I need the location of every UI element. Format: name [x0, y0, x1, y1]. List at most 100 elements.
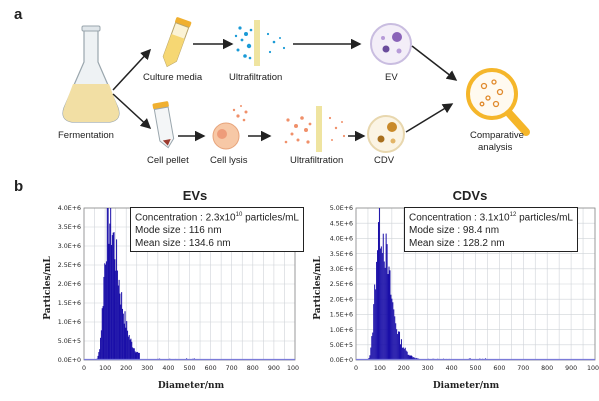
histogram-bar [117, 285, 119, 360]
histogram-bar [138, 352, 140, 360]
y-tick-label: 0.0E+0 [58, 357, 81, 364]
comparative-label-line2: analysis [478, 142, 513, 153]
histogram-bar [376, 261, 378, 360]
concentration-exponent: 10 [235, 212, 243, 218]
histogram-bar [116, 270, 118, 360]
histogram-bar [97, 355, 99, 360]
y-tick-label: 1.0E+6 [58, 319, 81, 326]
x-tick-label: 200 [120, 365, 132, 372]
histogram-bar [121, 292, 123, 360]
ultrafiltration-bottom-label: Ultrafiltration [290, 155, 344, 166]
histogram-bar [132, 347, 134, 360]
y-tick-label: 1.5E+6 [58, 300, 81, 307]
histogram-bar [114, 259, 116, 360]
histogram-bar [105, 264, 107, 360]
histogram-bar [407, 354, 409, 360]
histogram-bar [385, 233, 387, 360]
tube-icon [162, 17, 192, 68]
filter-icon [284, 106, 346, 152]
histogram-bar [408, 354, 410, 360]
flask-icon [62, 25, 120, 123]
mode-size-text: Mode size : 98.4 nm [409, 225, 500, 237]
histogram-bar [388, 266, 390, 360]
histogram-bar [121, 308, 123, 360]
histogram-bar [135, 352, 137, 360]
histogram-bar [403, 348, 405, 360]
x-axis-label-cdvs: Diameter/nm [432, 381, 500, 391]
histogram-bar [409, 355, 411, 360]
histogram-bar [396, 329, 398, 360]
histogram-bar [136, 351, 138, 360]
histogram-bar [375, 289, 377, 360]
histogram-bar [371, 336, 373, 360]
concentration-unit: particles/mL [242, 212, 299, 224]
histogram-bar [397, 334, 399, 360]
histogram-bar [98, 352, 100, 360]
histogram-bar [377, 250, 379, 360]
ultrafiltration-top-label: Ultrafiltration [229, 72, 283, 83]
histogram-bar [398, 331, 400, 360]
histogram-bar [411, 355, 413, 360]
x-tick-label: 500 [183, 365, 195, 372]
histogram-bar [106, 208, 108, 360]
y-tick-label: 2.5E+6 [330, 281, 353, 288]
histogram-bar [389, 270, 391, 360]
x-tick-label: 0 [82, 365, 86, 372]
histogram-bar [133, 348, 135, 360]
histogram-bar [100, 330, 102, 360]
histogram-bar [377, 222, 379, 360]
y-tick-label: 2.5E+6 [58, 262, 81, 269]
y-tick-label: 3.5E+6 [330, 251, 353, 258]
cell-lysis-label: Cell lysis [210, 155, 248, 166]
histogram-bar [378, 208, 380, 360]
mean-size-text: Mean size : 134.6 nm [135, 238, 231, 250]
y-tick-label: 5.0E+6 [330, 205, 353, 212]
x-tick-label: 100 [99, 365, 111, 372]
histogram-bar [118, 279, 120, 360]
ev-label: EV [385, 72, 398, 83]
histogram-bar [369, 355, 371, 360]
histogram-bar [394, 316, 396, 360]
mean-size-text: Mean size : 128.2 nm [409, 238, 505, 250]
panel-b-letter: b [14, 178, 24, 195]
histogram-bar [103, 276, 105, 360]
comparative-label-line1: Comparative [470, 130, 524, 141]
histogram-bar [380, 246, 382, 360]
y-tick-label: 2.0E+6 [330, 296, 353, 303]
histogram-bar [372, 332, 374, 360]
pellet-tube-icon [152, 101, 175, 149]
x-tick-label: 500 [469, 365, 481, 372]
histogram-bar [101, 308, 103, 360]
y-tick-label: 3.5E+6 [58, 224, 81, 231]
concentration-text: Concentration : 2.3x10 [135, 212, 236, 224]
histogram-bar [412, 357, 414, 360]
magnifier-icon [466, 68, 530, 136]
culture-media-label: Culture media [143, 72, 203, 83]
x-tick-label: 100 [374, 365, 386, 372]
y-tick-label: 2.0E+6 [58, 281, 81, 288]
x-tick-label: 300 [141, 365, 153, 372]
histogram-bar [386, 244, 388, 360]
x-tick-label: 400 [446, 365, 458, 372]
histogram-bar [111, 244, 113, 360]
histogram-bar [104, 263, 106, 360]
y-tick-label: 3.0E+6 [330, 266, 353, 273]
histogram-bar [374, 284, 376, 360]
cell-icon [212, 105, 248, 150]
histogram-bar [384, 267, 386, 360]
y-tick-label: 4.0E+6 [58, 205, 81, 212]
histogram-bar [129, 339, 131, 360]
histogram-bar [400, 339, 402, 360]
histogram-bar [111, 235, 113, 360]
histogram-bar [127, 336, 129, 360]
histogram-bar [116, 239, 118, 360]
y-tick-label: 3.0E+6 [58, 243, 81, 250]
histogram-bar [100, 337, 102, 360]
histogram-bar [410, 355, 412, 360]
y-tick-label: 0.0E+0 [330, 357, 353, 364]
vesicle-dish-icon [367, 115, 405, 153]
histogram-bar [134, 351, 136, 360]
histogram-bar [393, 309, 395, 360]
